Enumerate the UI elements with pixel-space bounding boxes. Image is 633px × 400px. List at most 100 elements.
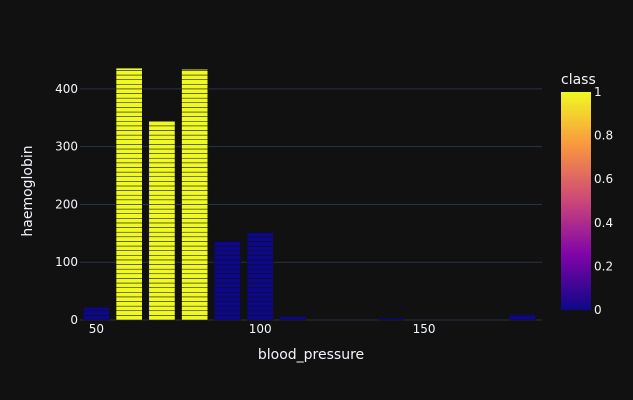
bar-segment: [214, 282, 241, 288]
bar-segment: [181, 125, 209, 131]
bar-segment: [148, 134, 176, 140]
bar-segment: [115, 194, 143, 201]
bar-segment: [148, 208, 176, 214]
bar-segment: [246, 301, 274, 307]
bar-segment: [115, 148, 143, 154]
bar-segment: [148, 167, 176, 173]
bar-segment: [148, 287, 176, 293]
bar-segment: [181, 282, 209, 288]
bar-segment: [181, 171, 209, 177]
bar-segment: [115, 259, 143, 265]
bar-segment: [115, 278, 143, 284]
bar-segment: [246, 287, 274, 293]
bar-segment: [181, 194, 209, 201]
bar-segment: [246, 273, 274, 279]
bar-segment: [181, 236, 209, 242]
bar-segment: [115, 116, 143, 122]
bar: [148, 120, 176, 321]
bar-segment: [148, 310, 176, 316]
bar-segment: [115, 273, 143, 279]
bar: [246, 232, 274, 321]
bar: [377, 318, 405, 321]
bar-segment: [148, 120, 176, 127]
y-tick-label: 0: [70, 313, 78, 327]
colorbar-tick-label: 0.8: [594, 129, 613, 143]
colorbar-tick-label: 0.2: [594, 259, 613, 273]
colorbar-gradient: [561, 92, 591, 310]
bar-segment: [115, 231, 143, 238]
bar-segment: [115, 176, 143, 182]
colorbar: class 0 0.2 0.4 0.6 0.8 1: [561, 72, 613, 317]
bar-segment: [181, 273, 209, 279]
x-tick-label: 50: [89, 322, 104, 336]
bar-segment: [508, 315, 536, 321]
bar-segment: [246, 268, 274, 275]
bar: [181, 68, 209, 321]
bar-segment: [181, 222, 209, 228]
bar-segment: [115, 130, 143, 136]
bar-segment: [214, 250, 241, 256]
bar-segment: [148, 218, 176, 224]
bar-segment: [214, 292, 241, 298]
bar-segment: [148, 171, 176, 177]
bar-segment: [115, 125, 143, 131]
bar-segment: [148, 125, 176, 131]
colorbar-tick-label: 1: [594, 85, 602, 99]
bar-segment: [181, 227, 209, 233]
bar-segment: [148, 190, 176, 196]
bar-segment: [181, 250, 209, 256]
bar-segment: [115, 102, 143, 108]
bar-segment: [148, 176, 176, 182]
bar-segment: [214, 305, 241, 312]
bar-segment: [214, 301, 241, 307]
y-tick-label: 300: [55, 140, 78, 154]
bar-segment: [115, 218, 143, 224]
bar-segment: [115, 301, 143, 307]
bar-segment: [148, 296, 176, 302]
bar-segment: [115, 167, 143, 173]
colorbar-tick-label: 0.4: [594, 216, 613, 230]
bar-segment: [181, 116, 209, 122]
bar-segment: [181, 102, 209, 108]
bar-segment: [181, 167, 209, 173]
bar-segment: [148, 315, 176, 321]
bar-segment: [148, 199, 176, 205]
bar-segment: [246, 315, 274, 321]
bar-segment: [115, 157, 143, 164]
bar-segment: [181, 190, 209, 196]
bar: [83, 307, 110, 321]
bar-segment: [181, 134, 209, 140]
bar-segment: [181, 292, 209, 298]
bar-segment: [115, 67, 143, 71]
bar-segment: [181, 199, 209, 205]
bar-segment: [246, 250, 274, 256]
colorbar-ticks: 0 0.2 0.4 0.6 0.8 1: [594, 85, 613, 317]
bar-segment: [148, 292, 176, 298]
bar-segment: [115, 282, 143, 288]
bar-segment: [148, 181, 176, 187]
bar-segment: [83, 307, 110, 312]
colorbar-tick-label: 0: [594, 303, 602, 317]
bar-segment: [115, 245, 143, 251]
bar-segment: [246, 296, 274, 302]
bar-segment: [115, 296, 143, 302]
bar-segment: [181, 88, 209, 94]
bar-segment: [246, 255, 274, 261]
bar-segment: [246, 282, 274, 288]
bar-segment: [181, 120, 209, 127]
bar-segment: [115, 181, 143, 187]
bar-segment: [148, 236, 176, 242]
bar-segment: [115, 162, 143, 168]
bar-segment: [115, 292, 143, 298]
bar-segment: [214, 315, 241, 321]
bar-segment: [115, 204, 143, 210]
bar-segment: [148, 185, 176, 191]
bar-segment: [83, 315, 110, 321]
bar-segment: [508, 313, 536, 316]
bar-segment: [148, 162, 176, 168]
bar-segment: [377, 318, 405, 321]
bar-segment: [181, 241, 209, 247]
bar-segment: [181, 97, 209, 104]
bar-segment: [115, 107, 143, 113]
y-tick-label: 400: [55, 82, 78, 96]
